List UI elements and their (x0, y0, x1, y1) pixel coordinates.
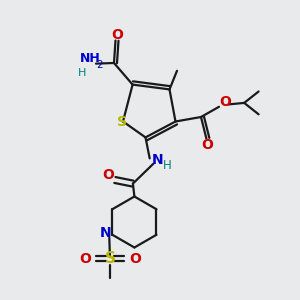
Text: S: S (105, 251, 116, 266)
Text: H: H (163, 159, 172, 172)
Text: O: O (201, 138, 213, 152)
Text: O: O (220, 95, 232, 109)
Text: N: N (100, 226, 112, 240)
Text: S: S (117, 115, 128, 129)
Text: O: O (129, 252, 141, 266)
Text: NH: NH (80, 52, 100, 65)
Text: H: H (78, 68, 86, 78)
Text: O: O (79, 252, 91, 266)
Text: N: N (152, 153, 163, 166)
Text: 2: 2 (97, 60, 103, 70)
Text: O: O (102, 168, 114, 182)
Text: O: O (111, 28, 123, 42)
